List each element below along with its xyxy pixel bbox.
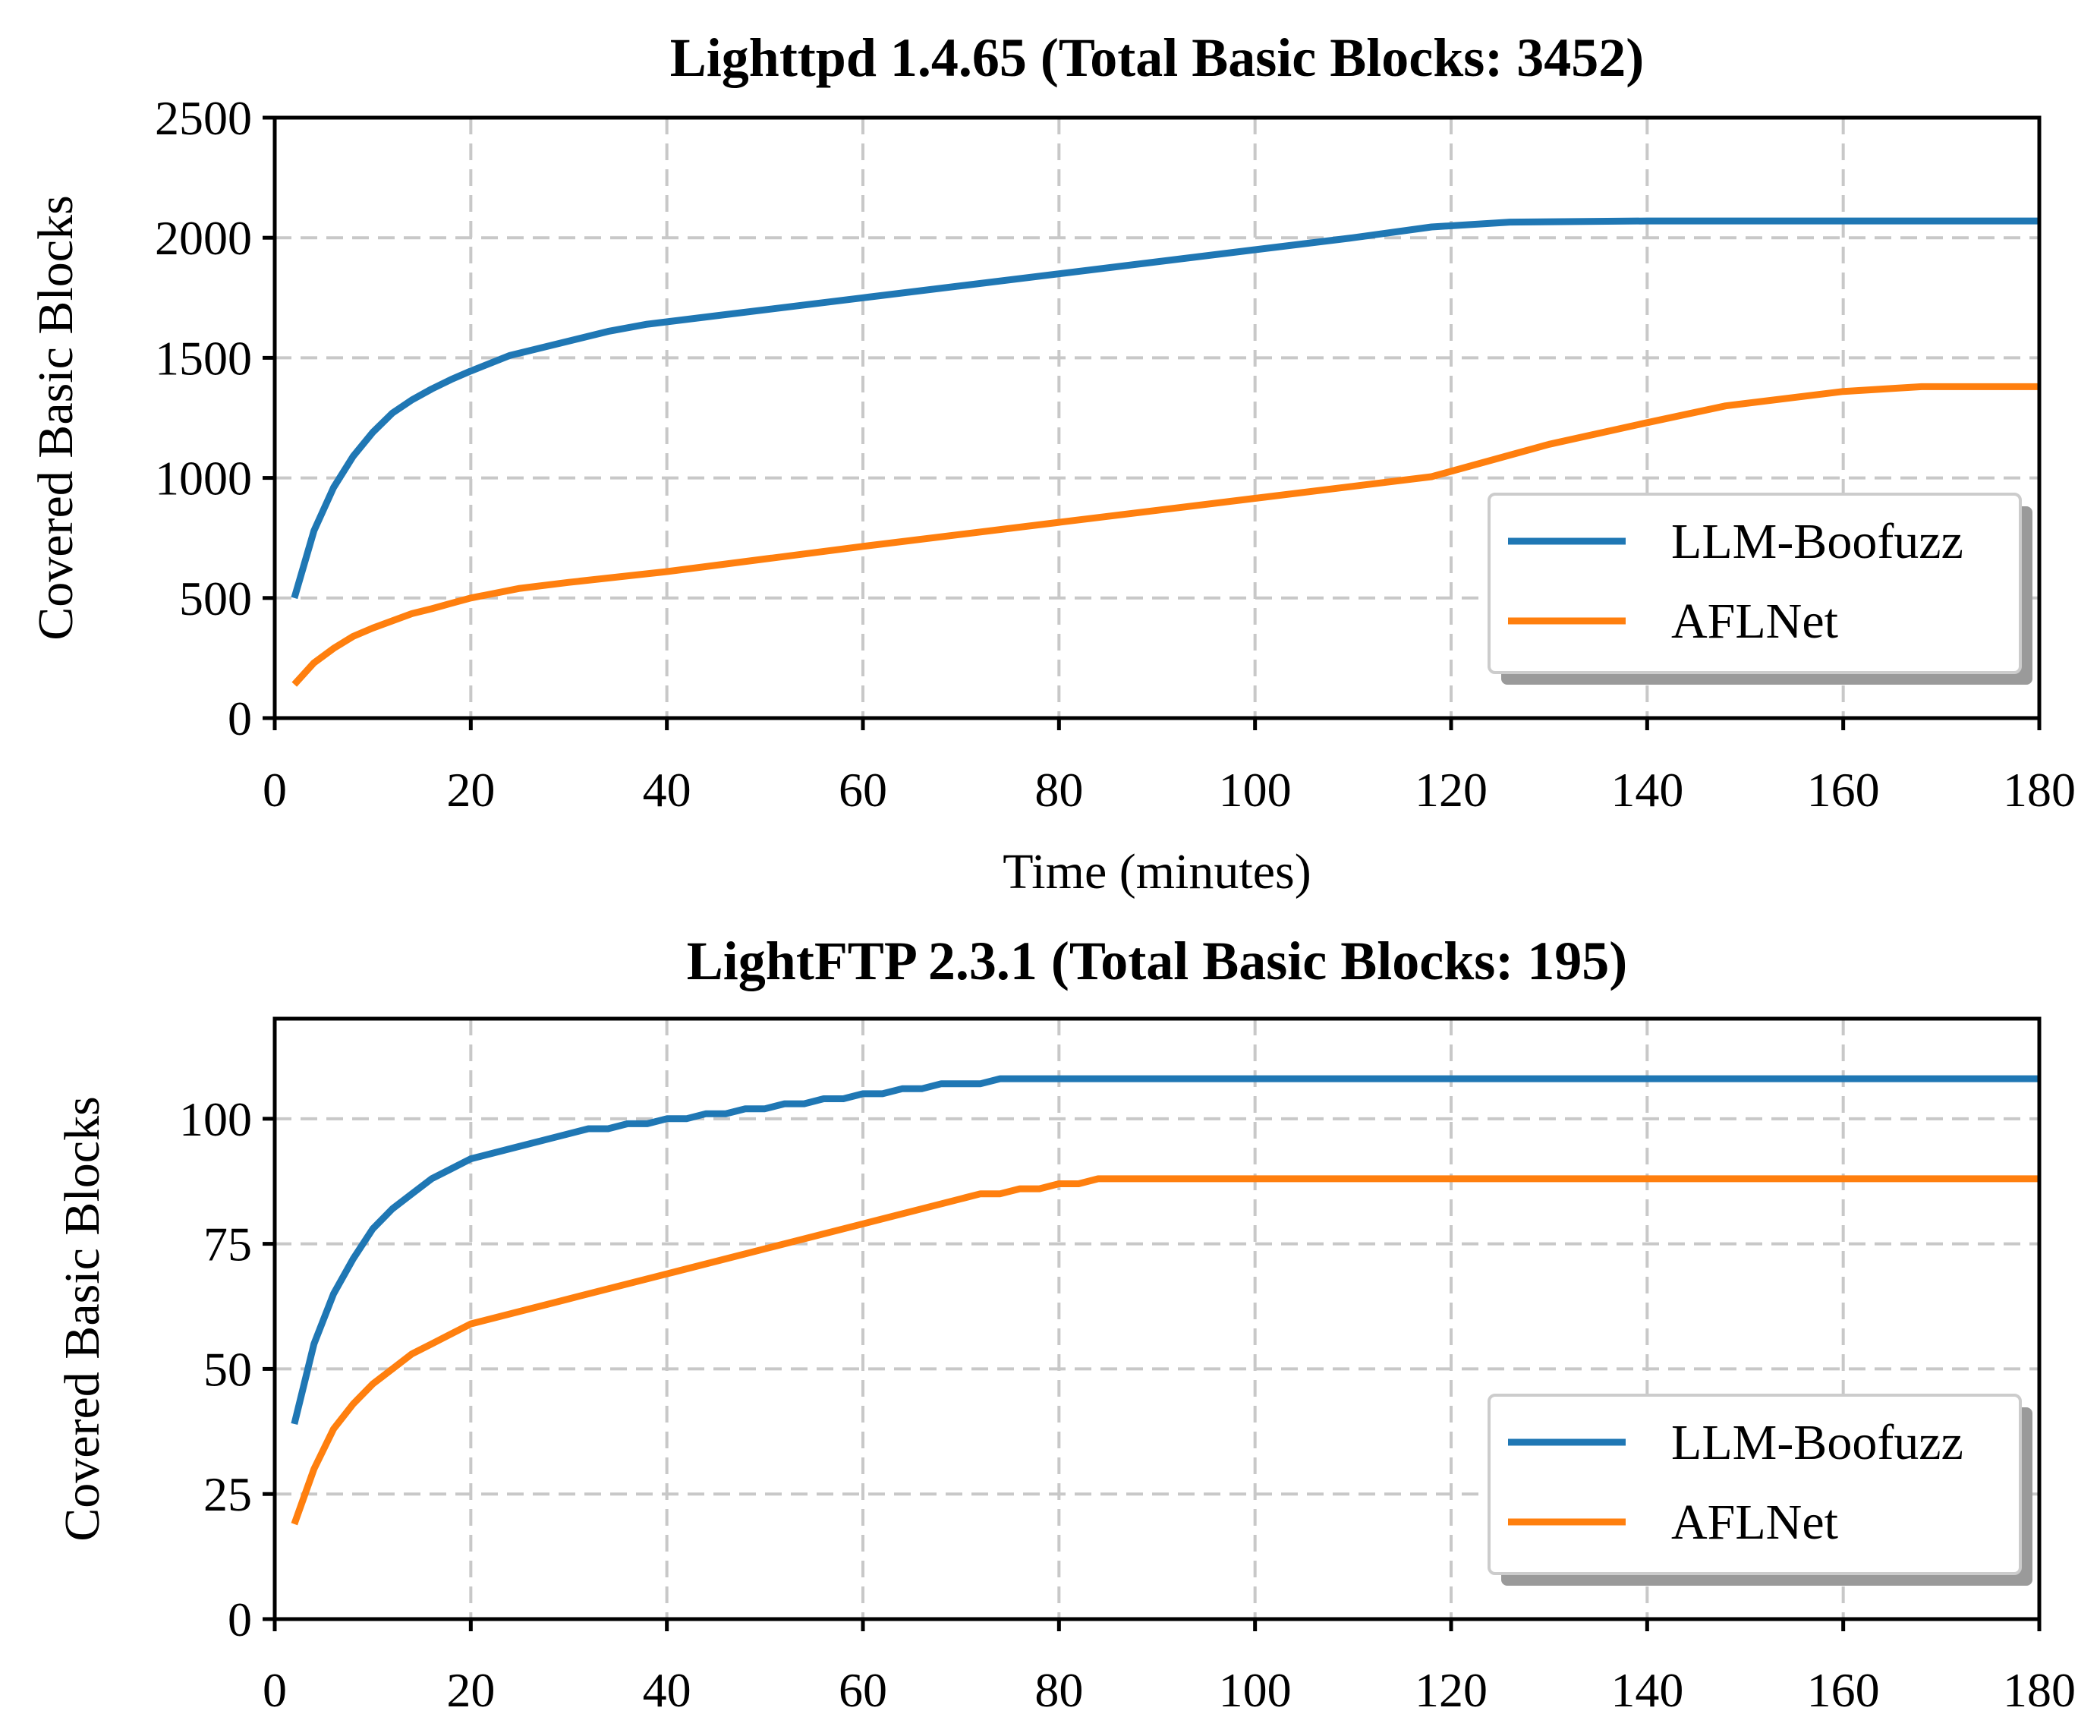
legend: LLM-Boofuzz AFLNet (1488, 1394, 2032, 1586)
x-tick-label: 20 (446, 1663, 495, 1717)
x-tick-label: 100 (1219, 1663, 1292, 1717)
series-line-llm-boofuzz (291, 217, 2039, 600)
x-tick-label: 0 (263, 763, 287, 817)
y-axis-label: Covered Basic Blocks (28, 195, 83, 641)
legend-label: AFLNet (1671, 1495, 1838, 1550)
legend-label: LLM-Boofuzz (1671, 514, 1963, 569)
y-tick-label: 1500 (155, 331, 252, 385)
x-tick-label: 40 (643, 763, 691, 817)
x-tick-label: 80 (1034, 763, 1083, 817)
y-tick-label: 1000 (155, 452, 252, 506)
x-axis-label: Time (minutes) (1003, 844, 1311, 900)
x-tick-label: 100 (1219, 763, 1292, 817)
y-tick-label: 0 (228, 692, 252, 745)
x-tick-label: 120 (1415, 763, 1488, 817)
x-tick-label: 60 (839, 1663, 887, 1717)
legend-label: LLM-Boofuzz (1671, 1415, 1963, 1470)
y-tick-label: 25 (203, 1467, 252, 1521)
lighttpd-coverage-chart: Lighttpd 1.4.65 (Total Basic Blocks: 345… (28, 27, 2076, 900)
series-line-aflnet (291, 1175, 2039, 1526)
y-axis-label: Covered Basic Blocks (55, 1096, 110, 1542)
y-tick-label: 50 (203, 1342, 252, 1396)
chart-title: LightFTP 2.3.1 (Total Basic Blocks: 195) (687, 931, 1627, 991)
series-line-aflnet (291, 383, 2039, 687)
x-tick-label: 180 (2003, 1663, 2076, 1717)
x-tick-label: 180 (2003, 763, 2076, 817)
legend: LLM-Boofuzz AFLNet (1488, 493, 2032, 685)
legend-label: AFLNet (1671, 594, 1838, 649)
x-tick-label: 160 (1807, 763, 1880, 817)
y-tick-label: 0 (228, 1593, 252, 1646)
x-tick-label: 140 (1610, 763, 1683, 817)
y-tick-label: 2500 (155, 91, 252, 145)
x-tick-label: 140 (1610, 1663, 1683, 1717)
x-tick-label: 60 (839, 763, 887, 817)
y-tick-label: 500 (179, 572, 252, 625)
x-tick-label: 160 (1807, 1663, 1880, 1717)
y-tick-label: 2000 (155, 211, 252, 265)
y-tick-label: 75 (203, 1218, 252, 1271)
x-tick-label: 20 (446, 763, 495, 817)
lightftp-coverage-chart: LightFTP 2.3.1 (Total Basic Blocks: 195)… (55, 931, 2076, 1717)
chart-title: Lighttpd 1.4.65 (Total Basic Blocks: 345… (670, 27, 1644, 88)
x-tick-label: 0 (263, 1663, 287, 1717)
series-line-llm-boofuzz (291, 1075, 2039, 1425)
y-tick-label: 100 (179, 1092, 252, 1146)
x-tick-label: 80 (1034, 1663, 1083, 1717)
x-tick-label: 120 (1415, 1663, 1488, 1717)
x-tick-label: 40 (643, 1663, 691, 1717)
plot-frame (272, 115, 2042, 720)
plot-frame (272, 1016, 2042, 1621)
